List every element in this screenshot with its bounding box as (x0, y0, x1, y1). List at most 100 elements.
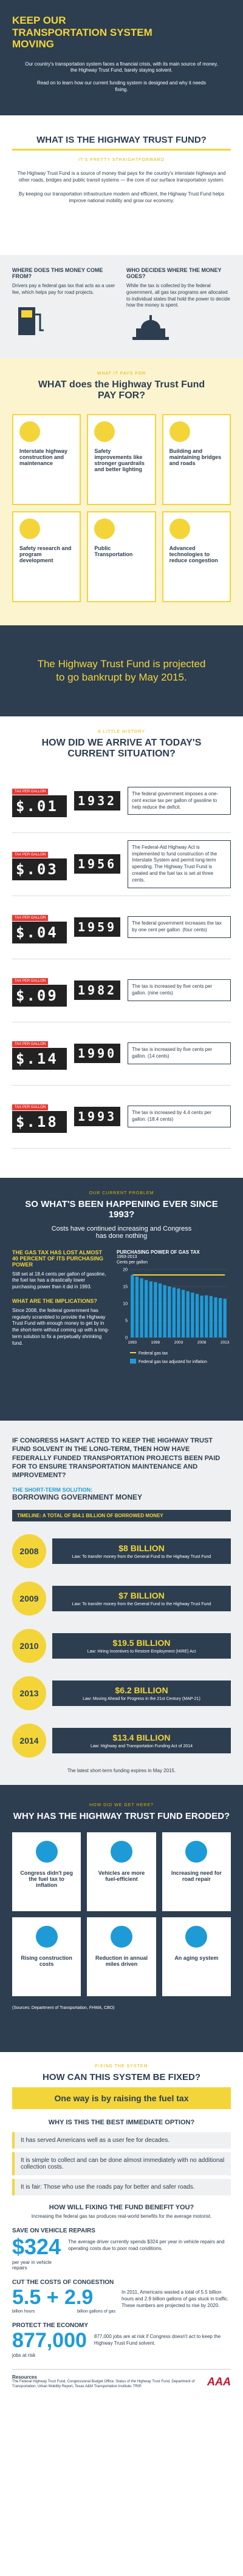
y-tick-label: 10 (123, 1302, 128, 1306)
tax: TAX PER GALLON $.03 (12, 848, 67, 881)
figure: 2.9 (64, 2286, 94, 2309)
item-card: Advanced technologies to reduce congesti… (162, 511, 231, 602)
bar (218, 1297, 222, 1337)
history-text: The tax is increased by 4.4 cents per ga… (128, 1106, 231, 1128)
tax: TAX PER GALLON $.14 (12, 1037, 67, 1070)
icon (94, 421, 115, 442)
reason: It has served Americans well as a user f… (12, 2132, 231, 2149)
timeline-row: 2013 $6.2 BILLION Law: Moving Ahead for Pr… (12, 1670, 231, 1717)
caption: per year in vehicle repairs (12, 2260, 52, 2271)
history-row: TAX PER GALLON $.09 1982 The tax is increas… (12, 959, 231, 1022)
chart: 0 5 10 15 20 1993 1998 2003 2008 2013 Federal gas … (123, 1268, 230, 1364)
icon (19, 518, 40, 539)
tax-label: TAX PER GALLON (12, 852, 49, 858)
tax-label: TAX PER GALLON (12, 1104, 49, 1111)
logo: AAA (207, 2376, 231, 2388)
chart-subtitle: 1993-2013 (117, 1254, 137, 1259)
year: 2013 (12, 1676, 46, 1711)
text: Since 2008, the federal government has r… (12, 1307, 109, 1346)
heading: WHERE DOES THIS MONEY COME FROM? (12, 267, 103, 279)
kicker: FIXING THE SYSTEM (95, 2064, 148, 2068)
item-card: Congress didn't peg the fuel tax to infl… (12, 1832, 81, 1912)
bar (145, 1279, 148, 1337)
history-text: The tax is increased by five cents per g… (128, 979, 231, 1002)
bar (140, 1278, 143, 1337)
tax: TAX PER GALLON $.18 (12, 1100, 67, 1133)
tax-label: TAX PER GALLON (12, 978, 49, 985)
item-label: Increasing need for road repair (171, 1870, 222, 1883)
heading: WHY HAS THE HIGHWAY TRUST FUND ERODED? (13, 1811, 230, 1821)
reason: It is simple to collect and can be done … (12, 2152, 231, 2176)
bar (195, 1293, 199, 1337)
y-tick-label: 0 (125, 1336, 128, 1340)
bar (163, 1285, 166, 1337)
year: 2010 (12, 1629, 46, 1664)
figure: 5.5 (12, 2286, 41, 2309)
year: 1990 (74, 1044, 121, 1064)
text: While the tax is collected by the federa… (126, 283, 230, 308)
year: 2014 (12, 1724, 46, 1758)
law: Law: Highway and Transportation Funding … (90, 1744, 193, 1749)
tax-value: $.18 (12, 1111, 67, 1133)
legend-label: Federal gas tax (139, 1351, 168, 1356)
bar (223, 1298, 227, 1337)
item-label: Building and maintaining bridges and roa… (169, 447, 222, 466)
icon (35, 1841, 58, 1863)
item-label: Public Transportation (94, 545, 133, 557)
option: One way is by raising the fuel tax (12, 2087, 231, 2110)
bar (154, 1282, 157, 1337)
loan-box: $7 BILLION Law: To transfer money from th… (52, 1586, 231, 1612)
item-label: Vehicles are more fuel-efficient (98, 1870, 145, 1883)
note: The latest short-term funding expires in… (67, 1768, 176, 1774)
history-row: TAX PER GALLON $.03 1956 The Federal-Aid Hi… (12, 833, 231, 896)
icon (94, 518, 115, 539)
tax: TAX PER GALLON $.04 (12, 911, 67, 944)
congress: IF CONGRESS HASN'T ACTED TO KEEP THE HIG… (0, 1421, 243, 1785)
axis-label: Cents per gallon (117, 1260, 148, 1265)
reasons: It has served Americans well as a user f… (12, 2132, 231, 2196)
tax: TAX PER GALLON $.09 (12, 974, 67, 1007)
history-row: TAX PER GALLON $.04 1959 The federal govern… (12, 896, 231, 959)
item-card: Reduction in annual miles driven (87, 1917, 156, 1997)
bar (131, 1274, 134, 1337)
kicker: OUR CURRENT PROBLEM (89, 1191, 154, 1195)
history-text: The tax is increased by five cents per g… (128, 1042, 231, 1065)
amount: $19.5 BILLION (112, 1638, 171, 1648)
items: Interstate highway construction and main… (12, 413, 231, 602)
icon (35, 1926, 58, 1948)
plus: + (46, 2286, 59, 2309)
figure: 877,000 (12, 2329, 87, 2353)
history-text: The Federal-Aid Highway Act is implement… (128, 840, 231, 888)
column: WHO DECIDES WHERE THE MONEY GOES? While … (126, 267, 231, 358)
bar (191, 1292, 194, 1337)
tax-value: $.14 (12, 1048, 67, 1070)
tax-label: TAX PER GALLON (12, 1041, 49, 1048)
heading: SO WHAT'S BEEN HAPPENING EVER SINCE 1993… (25, 1199, 218, 1220)
year: 2008 (12, 1534, 46, 1569)
x-tick-label: 1998 (151, 1341, 160, 1345)
bar (135, 1276, 139, 1337)
year: 1956 (74, 854, 121, 874)
highlight: THE GAS TAX HAS LOST ALMOST 40 PERCENT O… (12, 1249, 104, 1268)
item-card: Rising construction costs (12, 1917, 81, 1997)
item-label: Advanced technologies to reduce congesti… (169, 545, 218, 563)
y-tick-label: 15 (123, 1285, 128, 1289)
item-card: Vehicles are more fuel-efficient (87, 1832, 156, 1912)
icon (19, 421, 40, 442)
item-card: Safety research and program development (12, 511, 81, 602)
timeline-row: 2009 $7 BILLION Law: To transfer money fro… (12, 1575, 231, 1622)
tax-value: $.09 (12, 985, 67, 1007)
text: 877,000 jobs are at risk if Congress doe… (94, 2334, 221, 2347)
heading: HOW CAN THIS SYSTEM BE FIXED? (42, 2072, 200, 2082)
items: Congress didn't peg the fuel tax to infl… (12, 1832, 231, 1997)
amount: $7 BILLION (118, 1591, 165, 1601)
item-label: Reduction in annual miles driven (95, 1955, 148, 1968)
footer: Resources The Federal Highway Trust Fund… (12, 2369, 231, 2390)
since-1993: OUR CURRENT PROBLEM SO WHAT'S BEEN HAPPE… (0, 1178, 243, 1421)
kicker: THE SHORT-TERM SOLUTION: (12, 1487, 92, 1494)
timeline-title: TIMELINE: A TOTAL OF $54.1 BILLION OF BO… (12, 1510, 231, 1522)
y-tick-label: 20 (123, 1268, 128, 1272)
column: WHERE DOES THIS MONEY COME FROM? Drivers… (12, 267, 117, 358)
benefit-title: PROTECT THE ECONOMY (12, 2322, 89, 2330)
benefit: PROTECT THE ECONOMY 877,000 jobs at risk… (12, 2322, 231, 2358)
